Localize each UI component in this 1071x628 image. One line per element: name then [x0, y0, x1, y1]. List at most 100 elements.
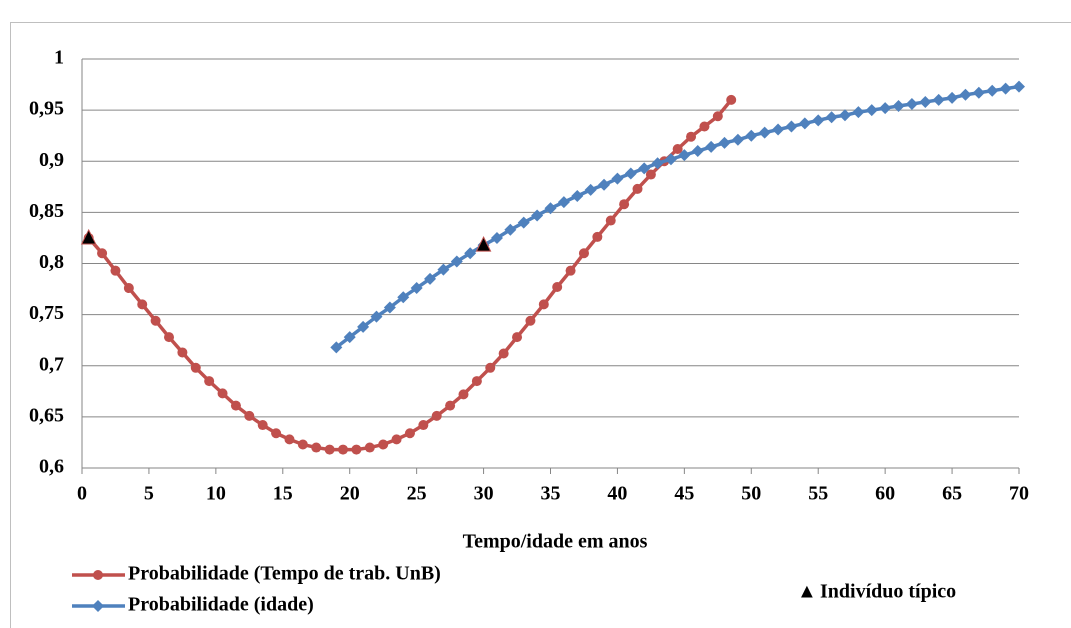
point — [190, 362, 201, 373]
point — [678, 149, 691, 162]
point — [517, 216, 530, 229]
point — [798, 117, 811, 130]
x-tick-label: 45 — [674, 483, 694, 505]
point — [892, 100, 905, 113]
point — [450, 255, 463, 268]
x-tick-label: 10 — [206, 483, 226, 505]
point — [92, 600, 104, 612]
y-tick-label: 0,9 — [39, 149, 64, 171]
point — [592, 231, 603, 242]
point — [458, 389, 469, 400]
series-line — [87, 98, 733, 452]
x-tick-label: 0 — [77, 483, 87, 505]
x-tick-label: 35 — [541, 483, 561, 505]
point — [123, 283, 134, 294]
point — [431, 410, 442, 421]
x-tick-label: 65 — [942, 483, 962, 505]
point — [351, 444, 362, 455]
x-tick-label: 70 — [1009, 483, 1029, 505]
point — [464, 247, 477, 260]
series-line — [335, 84, 1020, 349]
point — [686, 131, 697, 142]
y-tick-label: 0,75 — [29, 302, 64, 324]
chart-frame — [10, 22, 1071, 628]
point — [150, 315, 161, 326]
point — [343, 331, 356, 344]
point — [391, 434, 402, 445]
highlight-symbol: ▲ — [797, 581, 817, 603]
point — [758, 126, 771, 139]
point — [584, 183, 597, 196]
point — [485, 362, 496, 373]
point — [410, 282, 423, 295]
x-tick-label: 60 — [875, 483, 895, 505]
point — [619, 199, 630, 210]
point — [691, 145, 704, 158]
point — [437, 263, 450, 276]
point — [651, 157, 664, 170]
point — [919, 95, 932, 108]
point — [424, 272, 437, 285]
x-tick-label: 25 — [407, 483, 427, 505]
point — [672, 143, 683, 154]
y-tick-label: 0,95 — [29, 98, 64, 120]
legend-label: Probabilidade (idade) — [128, 594, 314, 616]
point — [638, 162, 651, 175]
x-axis-title: Tempo/idade em anos — [463, 531, 648, 553]
y-tick-label: 0,85 — [29, 200, 64, 222]
y-tick-label: 0,65 — [29, 404, 64, 426]
point — [137, 299, 148, 310]
point — [404, 428, 415, 439]
point — [999, 82, 1012, 95]
point — [110, 265, 121, 276]
highlight-point — [80, 228, 97, 245]
x-tick-label: 40 — [607, 483, 627, 505]
point — [357, 320, 370, 333]
point — [611, 172, 624, 185]
point — [632, 183, 643, 194]
point — [552, 282, 563, 293]
point — [284, 434, 295, 445]
x-tick-label: 5 — [144, 483, 154, 505]
point — [311, 442, 322, 453]
point — [217, 388, 228, 399]
point — [852, 106, 865, 119]
point — [97, 248, 108, 259]
point — [531, 209, 544, 222]
point — [812, 114, 825, 127]
point — [297, 439, 308, 450]
point — [624, 167, 637, 180]
point — [525, 315, 536, 326]
point — [504, 223, 517, 236]
point — [383, 301, 396, 314]
point — [338, 444, 349, 455]
point — [986, 84, 999, 97]
point — [825, 111, 838, 124]
point — [538, 299, 549, 310]
point — [785, 120, 798, 133]
point — [565, 265, 576, 276]
point — [712, 111, 723, 122]
point — [512, 332, 523, 343]
point — [932, 93, 945, 106]
point — [605, 215, 616, 226]
point — [498, 348, 509, 359]
point — [879, 102, 892, 115]
point — [557, 196, 570, 209]
point — [699, 121, 710, 132]
point — [244, 410, 255, 421]
y-tick-label: 0,7 — [39, 353, 64, 375]
point — [324, 444, 335, 455]
legend-label: Probabilidade (Tempo de trab. UnB) — [128, 563, 441, 585]
point — [865, 104, 878, 117]
x-tick-label: 55 — [808, 483, 828, 505]
point — [257, 420, 268, 431]
point — [726, 94, 737, 105]
point — [1013, 80, 1025, 93]
point — [972, 86, 985, 99]
point — [177, 347, 188, 358]
point — [905, 97, 918, 110]
highlight-point — [475, 235, 492, 252]
point — [230, 400, 241, 411]
y-tick-label: 1 — [54, 47, 64, 69]
